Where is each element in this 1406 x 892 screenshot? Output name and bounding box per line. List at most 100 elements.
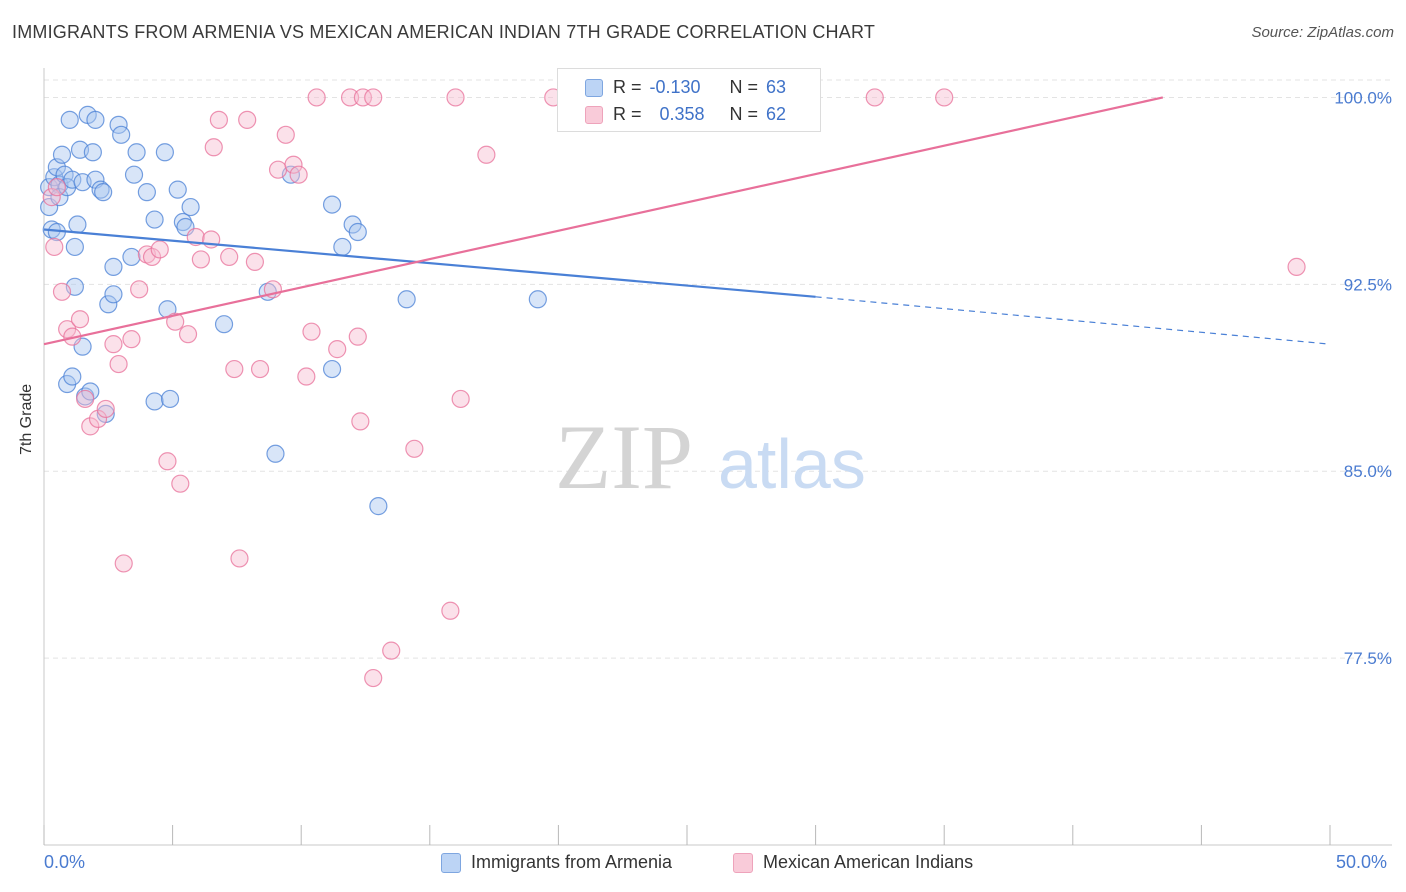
x-tick-label-max: 50.0% bbox=[1336, 852, 1388, 872]
point-armenia bbox=[322, 359, 342, 379]
point-armenia bbox=[322, 195, 342, 214]
point-mexican bbox=[245, 252, 265, 272]
point-armenia bbox=[104, 285, 123, 304]
point-mexican bbox=[441, 601, 460, 620]
point-mexican bbox=[225, 359, 244, 379]
point-mexican bbox=[178, 325, 198, 344]
point-mexican bbox=[122, 330, 141, 349]
point-mexican bbox=[130, 280, 149, 299]
point-mexican bbox=[276, 125, 295, 144]
point-mexican bbox=[52, 282, 72, 301]
point-mexican bbox=[451, 389, 470, 409]
point-armenia bbox=[124, 165, 144, 184]
watermark-atlas: atlas bbox=[718, 425, 866, 503]
point-mexican bbox=[297, 367, 316, 386]
point-mexican bbox=[76, 389, 95, 409]
y-tick-label: 100.0% bbox=[1334, 88, 1392, 107]
point-mexican bbox=[364, 88, 383, 107]
trend-line-armenia-extension bbox=[815, 296, 1331, 345]
point-mexican bbox=[250, 359, 270, 379]
r-label: R = bbox=[613, 104, 642, 124]
r-value: -0.130 bbox=[649, 77, 701, 97]
legend-swatch-pink bbox=[733, 852, 753, 873]
n-value: 62 bbox=[766, 104, 787, 124]
y-axis-label: 7th Grade bbox=[18, 383, 35, 455]
trend-line-mexican bbox=[43, 96, 1164, 346]
legend-item-mexican[interactable]: Mexican American Indians bbox=[733, 852, 973, 873]
point-mexican bbox=[166, 312, 185, 331]
watermark: ZIP atlas bbox=[555, 406, 866, 508]
point-mexican bbox=[109, 354, 128, 374]
point-mexican bbox=[220, 247, 239, 267]
n-label: N = bbox=[729, 104, 759, 124]
y-tick-labels: 100.0% 92.5% 85.0% 77.5% bbox=[1334, 88, 1392, 668]
stats-row-armenia: R = -0.130 N = 63 bbox=[585, 77, 786, 98]
source-credit: Source: ZipAtlas.com bbox=[1251, 24, 1394, 41]
point-armenia bbox=[65, 237, 84, 257]
point-mexican bbox=[70, 310, 90, 329]
point-mexican bbox=[1287, 257, 1306, 276]
point-armenia bbox=[528, 290, 547, 309]
point-armenia bbox=[94, 183, 113, 202]
point-mexican bbox=[186, 227, 205, 247]
y-tick-label: 92.5% bbox=[1344, 275, 1392, 294]
legend-item-armenia[interactable]: Immigrants from Armenia bbox=[441, 852, 672, 873]
point-armenia bbox=[137, 183, 156, 202]
stats-legend: R = -0.130 N = 63 R = 0.358 N = 62 bbox=[557, 68, 821, 132]
point-mexican bbox=[284, 155, 303, 174]
point-armenia bbox=[68, 215, 87, 234]
point-mexican bbox=[348, 327, 367, 346]
point-armenia bbox=[333, 237, 352, 257]
point-armenia bbox=[83, 143, 102, 162]
point-mexican bbox=[446, 88, 465, 107]
point-mexican bbox=[88, 409, 108, 428]
point-armenia bbox=[348, 222, 367, 242]
point-mexican bbox=[142, 247, 162, 267]
point-armenia bbox=[127, 143, 146, 162]
point-armenia bbox=[52, 145, 72, 164]
point-armenia bbox=[397, 290, 416, 309]
legend-label-armenia: Immigrants from Armenia bbox=[471, 852, 673, 872]
point-armenia bbox=[122, 247, 141, 267]
point-armenia bbox=[112, 125, 131, 144]
point-armenia bbox=[99, 295, 118, 314]
chart-title: IMMIGRANTS FROM ARMENIA VS MEXICAN AMERI… bbox=[12, 22, 876, 42]
point-mexican bbox=[96, 399, 115, 419]
stats-row-mexican: R = 0.358 N = 62 bbox=[585, 104, 786, 125]
point-armenia bbox=[104, 257, 123, 276]
point-armenia bbox=[168, 180, 187, 199]
point-mexican bbox=[238, 110, 257, 129]
point-mexican bbox=[364, 668, 383, 688]
point-mexican bbox=[353, 88, 373, 107]
legend-swatch-pink bbox=[585, 105, 603, 124]
y-tick-label: 77.5% bbox=[1344, 649, 1392, 668]
point-mexican bbox=[171, 474, 190, 493]
series-armenia-points bbox=[40, 105, 547, 516]
point-armenia bbox=[181, 197, 200, 217]
point-armenia bbox=[145, 210, 164, 229]
point-mexican bbox=[328, 340, 347, 359]
point-mexican bbox=[81, 417, 100, 436]
point-mexican bbox=[191, 250, 210, 269]
grid-layer bbox=[44, 79, 1392, 659]
x-tick-label-min: 0.0% bbox=[44, 852, 86, 872]
point-mexican bbox=[158, 452, 177, 471]
point-armenia bbox=[214, 315, 234, 334]
watermark-zip: ZIP bbox=[555, 406, 693, 508]
point-armenia bbox=[63, 367, 82, 386]
point-mexican bbox=[104, 335, 123, 354]
point-mexican bbox=[302, 322, 321, 341]
axis-layer bbox=[43, 68, 1392, 846]
point-mexican bbox=[209, 110, 228, 129]
legend-swatch-blue bbox=[585, 78, 603, 97]
trend-layer bbox=[43, 96, 1331, 346]
point-armenia bbox=[155, 143, 174, 162]
y-tick-label: 85.0% bbox=[1344, 462, 1392, 481]
point-armenia bbox=[173, 212, 192, 232]
point-armenia bbox=[266, 444, 285, 463]
point-mexican bbox=[150, 240, 169, 259]
point-mexican bbox=[351, 412, 370, 431]
point-mexican bbox=[935, 88, 954, 107]
r-label: R = bbox=[613, 77, 642, 97]
point-mexican bbox=[382, 641, 401, 660]
